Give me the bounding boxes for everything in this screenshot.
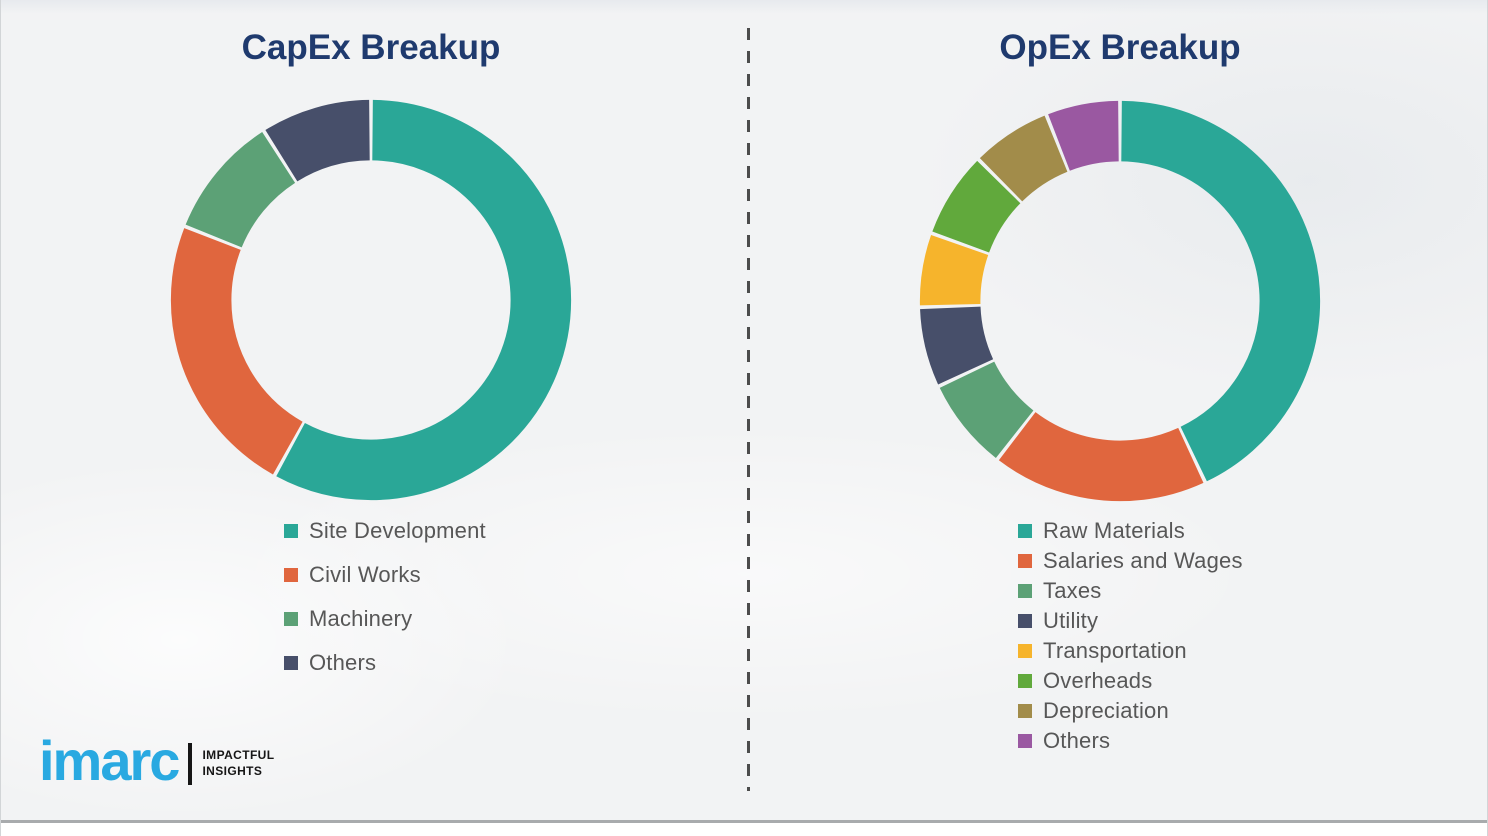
opex-legend: Raw Materials Salaries and Wages Taxes Util… <box>1018 516 1243 756</box>
legend-label: Depreciation <box>1043 698 1169 723</box>
legend-swatch <box>284 568 298 582</box>
legend-item: Depreciation <box>1018 696 1243 726</box>
legend-item: Raw Materials <box>1018 516 1243 546</box>
logo-tagline: IMPACTFUL INSIGHTS <box>202 748 274 779</box>
donut-segment-transportation <box>919 100 1321 502</box>
legend-item: Site Development <box>284 509 486 553</box>
legend-swatch <box>284 524 298 538</box>
legend-label: Raw Materials <box>1043 518 1185 543</box>
logo-divider-bar <box>188 743 193 785</box>
legend-label: Salaries and Wages <box>1043 548 1243 573</box>
legend-label: Taxes <box>1043 578 1102 603</box>
legend-swatch <box>1018 704 1032 718</box>
legend-item: Machinery <box>284 597 486 641</box>
donut-segment-site-development <box>170 99 572 501</box>
legend-label: Civil Works <box>309 562 421 587</box>
capex-chart-title: CapEx Breakup <box>241 28 501 67</box>
imarc-logo-wordmark: imarc <box>39 729 180 792</box>
legend-label: Machinery <box>309 606 413 631</box>
legend-swatch <box>1018 644 1032 658</box>
capex-legend: Site Development Civil Works Machinery Othe… <box>284 509 486 685</box>
donut-segment-civil-works <box>170 99 572 501</box>
legend-label: Site Development <box>309 518 486 543</box>
donut-segment-salaries-and-wages <box>919 100 1321 502</box>
opex-donut-chart <box>915 96 1325 506</box>
legend-item: Taxes <box>1018 576 1243 606</box>
legend-item: Others <box>1018 726 1243 756</box>
legend-label: Utility <box>1043 608 1099 633</box>
logo-tagline-line2: INSIGHTS <box>202 764 263 778</box>
opex-chart-title: OpEx Breakup <box>999 28 1241 67</box>
logo-tagline-line1: IMPACTFUL <box>202 748 275 763</box>
legend-swatch <box>1018 524 1032 538</box>
capex-donut-chart <box>166 95 576 505</box>
legend-item: Civil Works <box>284 553 486 597</box>
legend-swatch <box>1018 554 1032 568</box>
legend-label: Overheads <box>1043 668 1153 693</box>
legend-swatch <box>284 656 298 670</box>
legend-swatch <box>1018 584 1032 598</box>
legend-label: Others <box>309 650 377 675</box>
legend-item: Utility <box>1018 606 1243 636</box>
legend-swatch <box>1018 614 1032 628</box>
legend-label: Others <box>1043 728 1111 753</box>
legend-swatch <box>1018 734 1032 748</box>
legend-swatch <box>1018 674 1032 688</box>
legend-item: Others <box>284 641 486 685</box>
donut-segment-raw-materials <box>919 100 1321 502</box>
legend-item: Salaries and Wages <box>1018 546 1243 576</box>
divider-dashed-line <box>747 28 750 791</box>
legend-item: Overheads <box>1018 666 1243 696</box>
legend-label: Transportation <box>1043 638 1187 663</box>
imarc-logo: imarc IMPACTFUL INSIGHTS <box>39 733 274 789</box>
legend-item: Transportation <box>1018 636 1243 666</box>
legend-swatch <box>284 612 298 626</box>
